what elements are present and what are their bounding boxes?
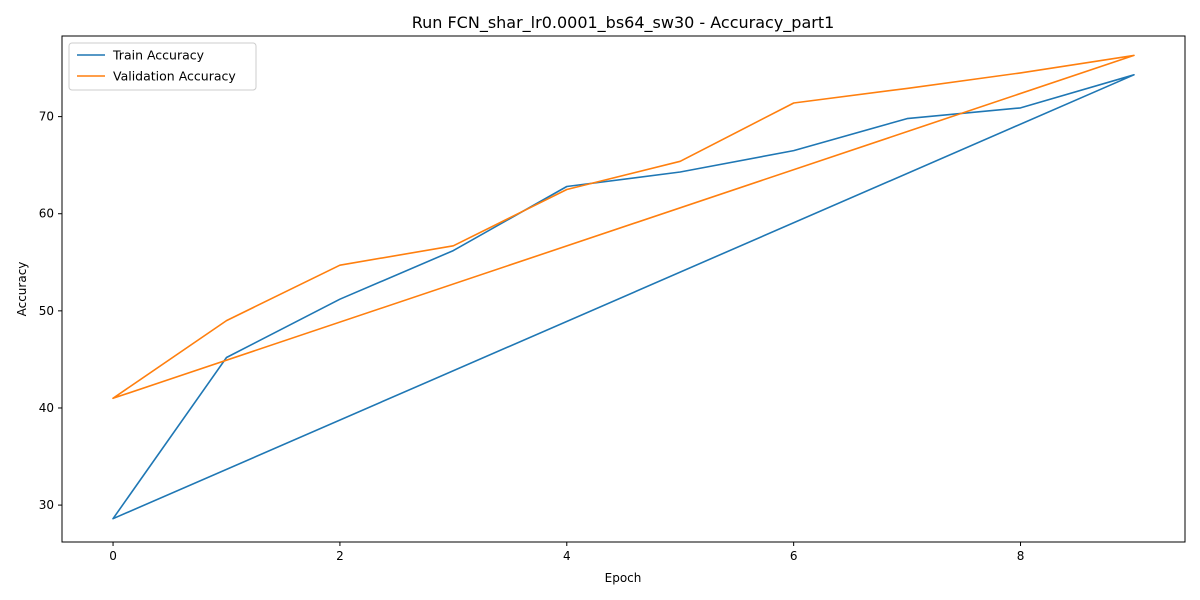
- chart-title: Run FCN_shar_lr0.0001_bs64_sw30 - Accura…: [412, 13, 835, 33]
- x-axis-label: Epoch: [605, 571, 642, 585]
- y-tick-label: 50: [39, 304, 54, 318]
- x-tick-label: 4: [563, 549, 571, 563]
- y-axis: 30 40 50 60 70: [39, 110, 62, 512]
- plot-area: [112, 54, 1135, 520]
- x-tick-label: 8: [1017, 549, 1025, 563]
- y-tick-label: 40: [39, 401, 54, 415]
- y-tick-label: 60: [39, 207, 54, 221]
- legend: Train Accuracy Validation Accuracy: [68, 42, 257, 91]
- x-tick-label: 6: [790, 549, 798, 563]
- y-tick-label: 30: [39, 498, 54, 512]
- x-tick-label: 0: [109, 549, 117, 563]
- y-tick-label: 70: [39, 110, 54, 124]
- x-axis: 0 2 4 6 8: [109, 542, 1024, 563]
- legend-label: Validation Accuracy: [113, 69, 236, 84]
- legend-label: Train Accuracy: [112, 48, 205, 63]
- plot-frame: [61, 35, 1186, 543]
- legend-box: [68, 42, 257, 91]
- series-line-validation-accuracy: [112, 54, 1135, 400]
- y-axis-label: Accuracy: [15, 262, 29, 317]
- x-tick-label: 2: [336, 549, 344, 563]
- series-line-train-accuracy: [112, 74, 1135, 520]
